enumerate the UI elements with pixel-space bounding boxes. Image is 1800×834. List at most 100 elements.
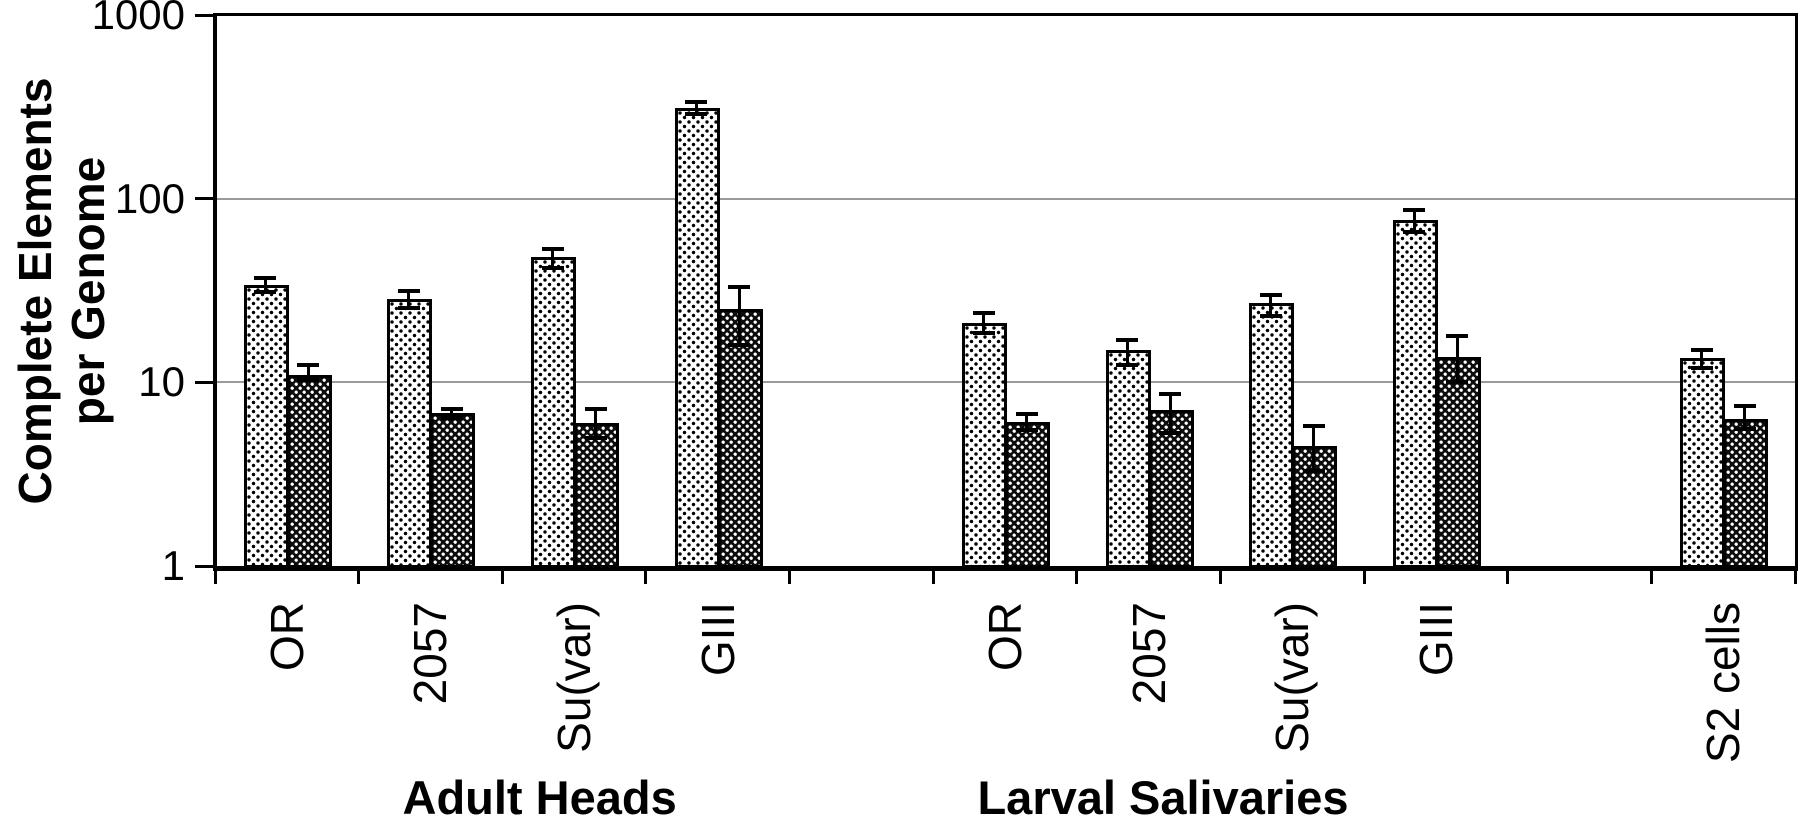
x-tick: [1793, 570, 1797, 584]
error-bar-cap-bottom: [297, 377, 320, 382]
y-tick-label-100: 100: [114, 174, 185, 222]
error-bar-line: [1125, 340, 1129, 365]
y-tick-100: [195, 197, 215, 201]
error-bar-cap-bottom: [1403, 229, 1426, 234]
error-bar-line: [594, 408, 598, 438]
error-bar-cap-bottom: [584, 435, 607, 440]
error-bar-cap-top: [254, 275, 277, 280]
bar-adult-heads-2057-light: [387, 298, 433, 568]
x-category-label-2057: 2057: [404, 602, 457, 705]
error-bar-cap-top: [1116, 338, 1139, 342]
y-tick-label-1000: 1000: [91, 0, 185, 38]
bar-adult-heads-or-light: [243, 284, 289, 568]
x-tick: [500, 570, 504, 584]
bar-larval-salivaries-2057-light: [1105, 349, 1151, 568]
bar-single-s2-cells-dark: [1723, 419, 1769, 568]
x-category-label-giii: GIII: [1409, 602, 1462, 677]
gridline-100: [215, 197, 1795, 200]
error-bar-cap-bottom: [1259, 313, 1282, 318]
error-bar-cap-top: [1015, 412, 1038, 417]
x-category-label-giii: GIII: [691, 602, 744, 677]
error-bar-line: [1743, 406, 1747, 429]
bar-larval-salivaries-or-light: [962, 323, 1007, 568]
error-bar-cap-bottom: [1302, 468, 1325, 473]
error-bar-cap-bottom: [254, 290, 277, 295]
group-label-larval-salivaries: Larval Salivaries: [977, 771, 1349, 824]
y-axis-title: Complete Elements per Genome: [2, 0, 122, 591]
error-bar-cap-bottom: [685, 112, 708, 117]
bar-adult-heads-su-var--dark: [574, 423, 620, 568]
x-tick: [1649, 570, 1653, 584]
error-bar-cap-top: [1733, 404, 1756, 409]
x-tick: [931, 570, 935, 584]
error-bar-cap-bottom: [1446, 380, 1469, 385]
y-tick-10: [195, 380, 215, 384]
error-bar-line: [1168, 394, 1172, 433]
bar-larval-salivaries-2057-dark: [1148, 409, 1194, 568]
bar-adult-heads-su-var--light: [531, 257, 577, 568]
error-bar-line: [1312, 425, 1316, 471]
x-category-label-or: OR: [979, 602, 1031, 671]
plot-border-top: [213, 13, 1798, 16]
y-tick-label-1: 1: [161, 542, 185, 589]
bar-single-s2-cells-light: [1680, 358, 1726, 568]
x-category-label-s2-cells: S2 cells: [1697, 602, 1750, 764]
y-tick-1000: [195, 13, 215, 17]
bar-adult-heads-or-dark: [286, 374, 332, 568]
bar-larval-salivaries-giii-light: [1392, 219, 1438, 568]
y-tick-1: [195, 564, 215, 568]
y-axis-line: [213, 13, 217, 571]
x-tick: [1362, 570, 1366, 584]
error-bar-cap-top: [1302, 423, 1325, 428]
bar-larval-salivaries-giii-dark: [1435, 357, 1481, 568]
error-bar-line: [737, 287, 741, 345]
error-bar-cap-top: [972, 310, 995, 315]
error-bar-cap-bottom: [972, 331, 995, 336]
group-label-adult-heads: Adult Heads: [402, 771, 677, 824]
error-bar-cap-top: [440, 406, 463, 411]
error-bar-cap-top: [297, 362, 320, 367]
x-tick: [1506, 570, 1510, 584]
bar-adult-heads-2057-dark: [430, 413, 476, 568]
x-tick: [788, 570, 792, 584]
y-axis-title-line1: Complete Elements: [9, 77, 61, 505]
x-category-label-su-var-: Su(var): [548, 602, 601, 753]
error-bar-line: [263, 277, 267, 293]
error-bar-cap-top: [1690, 347, 1713, 352]
error-bar-cap-top: [1259, 292, 1282, 297]
bar-adult-heads-giii-dark: [717, 309, 763, 568]
error-bar-cap-bottom: [1733, 426, 1756, 431]
bar-larval-salivaries-or-dark: [1005, 421, 1050, 568]
x-tick: [1075, 570, 1079, 584]
plot-border-right: [1795, 13, 1798, 571]
error-bar-line: [1412, 209, 1416, 232]
x-axis-line: [213, 566, 1798, 571]
error-bar-line: [694, 102, 698, 115]
error-bar-cap-bottom: [728, 342, 751, 347]
error-bar-line: [1700, 349, 1704, 368]
x-category-label-2057: 2057: [1122, 602, 1175, 705]
error-bar-line: [982, 312, 985, 334]
x-tick: [644, 570, 648, 584]
error-bar-cap-bottom: [397, 305, 420, 310]
error-bar-cap-bottom: [440, 415, 463, 420]
error-bar-cap-bottom: [1159, 430, 1182, 435]
error-bar-cap-top: [1446, 334, 1469, 339]
bar-adult-heads-giii-light: [674, 108, 720, 568]
x-tick: [357, 570, 361, 584]
error-bar-cap-top: [728, 285, 751, 290]
x-category-label-su-var-: Su(var): [1266, 602, 1319, 753]
error-bar-line: [551, 249, 555, 268]
error-bar-cap-bottom: [1116, 362, 1139, 367]
error-bar-line: [306, 364, 310, 380]
error-bar-line: [407, 290, 411, 308]
x-tick: [213, 570, 217, 584]
x-category-label-or: OR: [260, 602, 313, 671]
error-bar-cap-top: [541, 247, 564, 252]
error-bar-cap-top: [1403, 207, 1426, 212]
bar-larval-salivaries-su-var--light: [1249, 303, 1295, 568]
error-bar-cap-top: [584, 406, 607, 411]
error-bar-cap-top: [397, 288, 420, 293]
error-bar-cap-bottom: [1690, 365, 1713, 370]
